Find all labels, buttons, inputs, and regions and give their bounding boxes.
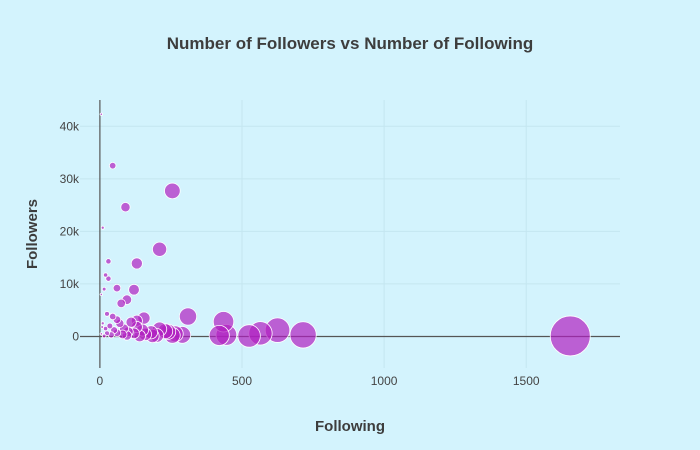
y-tick-label: 20k [60, 224, 80, 238]
x-axis-title: Following [315, 418, 385, 435]
data-point [237, 324, 261, 348]
data-point [100, 321, 105, 326]
data-point [105, 258, 112, 265]
grid [80, 100, 620, 368]
data-point [178, 307, 198, 326]
data-point [112, 283, 122, 293]
data-point [152, 241, 168, 257]
data-point [289, 321, 317, 349]
x-tick-label: 1000 [371, 374, 398, 388]
data-point [104, 311, 110, 317]
y-tick-label: 40k [60, 119, 80, 133]
data-points [99, 112, 591, 357]
data-point [100, 325, 104, 329]
data-point [208, 324, 230, 346]
chart-title: Number of Followers vs Number of Followi… [167, 34, 533, 53]
y-axis-title: Followers [24, 199, 41, 269]
tick-labels: 0 500 1000 1500 0 10k 20k 30k 40k [60, 119, 540, 388]
data-point [549, 315, 591, 357]
data-point [108, 161, 117, 170]
data-point [106, 322, 114, 330]
data-point [99, 332, 103, 336]
y-tick-label: 0 [72, 329, 79, 343]
data-point [128, 283, 140, 296]
y-tick-label: 10k [60, 277, 80, 291]
data-point [105, 275, 112, 282]
data-point [120, 202, 131, 213]
data-point [130, 257, 143, 270]
data-point [102, 325, 109, 332]
data-point [101, 333, 107, 339]
data-point [102, 272, 109, 278]
y-tick-label: 30k [60, 172, 80, 186]
data-point [164, 182, 181, 200]
data-point [99, 112, 103, 116]
x-tick-label: 500 [232, 374, 252, 388]
data-point [99, 292, 103, 297]
x-tick-label: 1500 [513, 374, 540, 388]
x-tick-label: 0 [97, 374, 104, 388]
data-point [100, 225, 105, 230]
data-point [116, 298, 126, 309]
data-point [101, 286, 107, 292]
data-point [108, 312, 117, 321]
